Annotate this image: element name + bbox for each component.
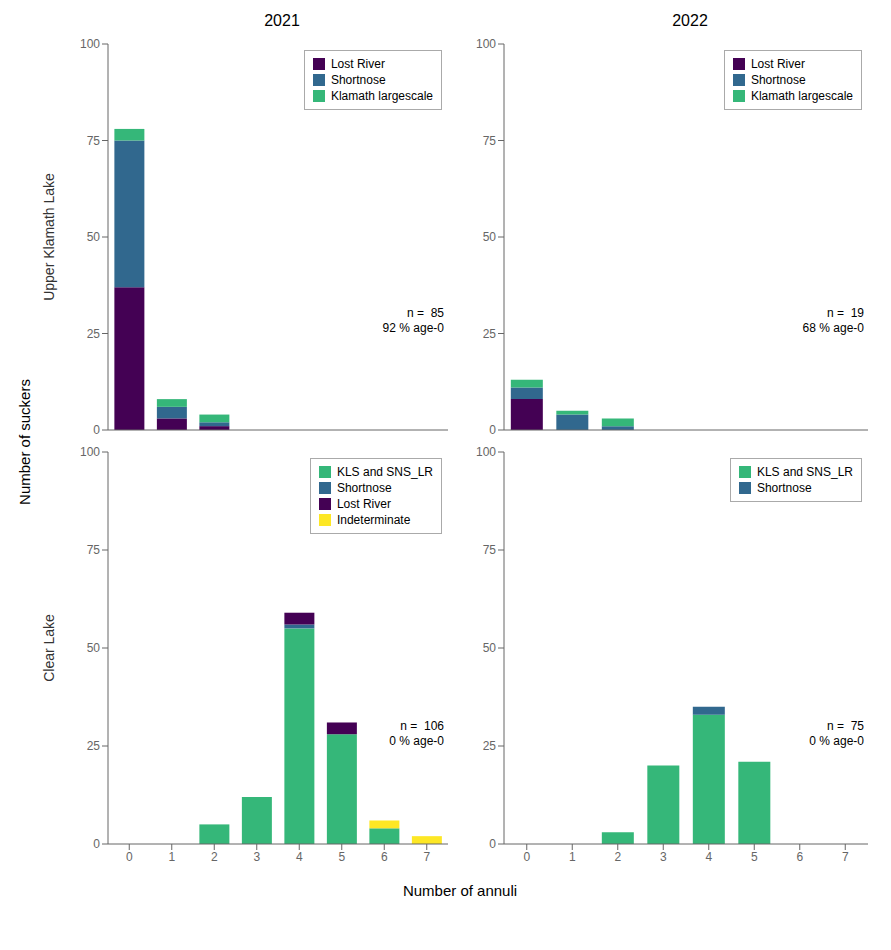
svg-text:2: 2 [614, 850, 621, 864]
svg-text:50: 50 [483, 230, 497, 244]
svg-text:3: 3 [660, 850, 667, 864]
html-text:Lost River: Lost River [336, 497, 391, 511]
svg-text:6: 6 [381, 850, 388, 864]
svg-text:0: 0 [523, 850, 530, 864]
html-text:Lost River: Lost River [330, 57, 385, 71]
svg-text:4: 4 [296, 850, 303, 864]
svg-text:7: 7 [423, 850, 430, 864]
html-text:Shortnose: Shortnose [756, 481, 812, 495]
svg-text:5: 5 [338, 850, 345, 864]
svg-text:100: 100 [80, 445, 100, 459]
html-text:Indeterminate: Indeterminate [336, 513, 411, 527]
html-text:2021: 2021 [264, 12, 300, 29]
svg-text:5: 5 [751, 850, 758, 864]
svg-text:3: 3 [253, 850, 260, 864]
svg-text:50: 50 [483, 641, 497, 655]
html-text:Shortnose: Shortnose [336, 481, 392, 495]
html-text:n = 75 0 % age-0: n = 75 0 % age-0 [809, 718, 864, 748]
html-text:n = 106 0 % age-0: n = 106 0 % age-0 [389, 718, 444, 748]
svg-text:25: 25 [87, 327, 101, 341]
svg-text:Clear Lake: Clear Lake [41, 614, 57, 682]
html-text:n = 19 68 % age-0: n = 19 68 % age-0 [802, 306, 864, 336]
svg-text:1: 1 [569, 850, 576, 864]
html-text:Klamath largescale: Klamath largescale [330, 89, 433, 103]
svg-text:75: 75 [87, 543, 101, 557]
svg-text:0: 0 [489, 423, 496, 437]
svg-text:75: 75 [483, 543, 497, 557]
html-text:2022: 2022 [672, 12, 708, 29]
svg-text:75: 75 [483, 134, 497, 148]
svg-text:25: 25 [483, 739, 497, 753]
svg-text:0: 0 [489, 837, 496, 851]
svg-text:25: 25 [87, 739, 101, 753]
html-text:KLS and SNS_LR: KLS and SNS_LR [756, 465, 853, 479]
svg-text:7: 7 [842, 850, 849, 864]
svg-text:1: 1 [168, 850, 175, 864]
svg-text:50: 50 [87, 641, 101, 655]
html-text:Lost River: Lost River [750, 57, 805, 71]
svg-text:0: 0 [93, 837, 100, 851]
svg-text:2: 2 [211, 850, 218, 864]
svg-text:6: 6 [796, 850, 803, 864]
svg-text:0: 0 [126, 850, 133, 864]
html-text:KLS and SNS_LR: KLS and SNS_LR [336, 465, 433, 479]
html-text:Number of suckers: Number of suckers [15, 379, 33, 505]
html-text:n = 85 92 % age-0: n = 85 92 % age-0 [382, 306, 444, 336]
html-text:Number of annuli: Number of annuli [402, 882, 518, 899]
html-text:Shortnose: Shortnose [330, 73, 386, 87]
svg-text:50: 50 [87, 230, 101, 244]
svg-text:100: 100 [476, 37, 496, 51]
svg-text:100: 100 [80, 37, 100, 51]
svg-text:25: 25 [483, 327, 497, 341]
svg-text:75: 75 [87, 134, 101, 148]
svg-text:Upper Klamath Lake: Upper Klamath Lake [41, 173, 57, 301]
svg-text:4: 4 [705, 850, 712, 864]
svg-text:100: 100 [476, 445, 496, 459]
html-text:Klamath largescale: Klamath largescale [750, 89, 853, 103]
svg-text:0: 0 [93, 423, 100, 437]
html-text:Shortnose: Shortnose [750, 73, 806, 87]
